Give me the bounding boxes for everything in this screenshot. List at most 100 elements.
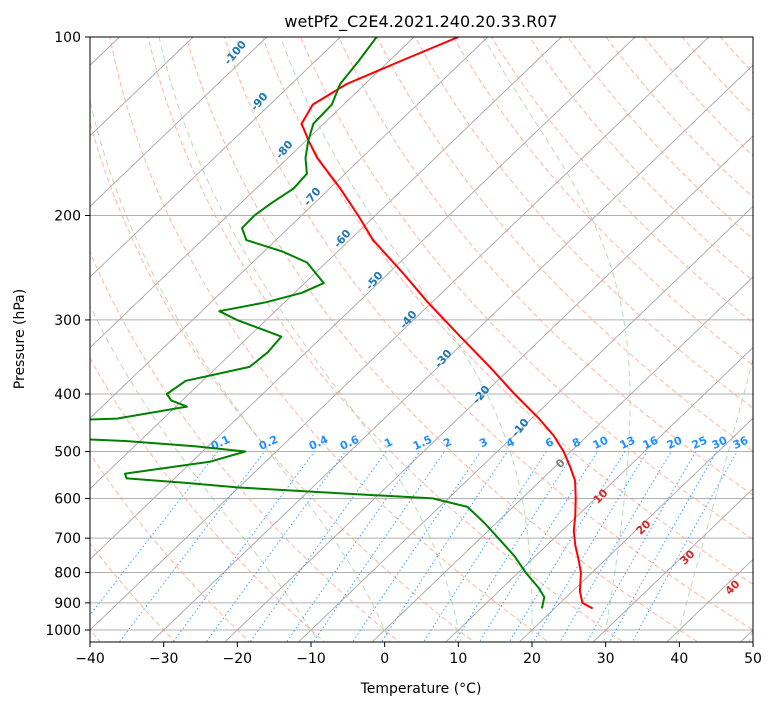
mixing-ratio-line	[608, 451, 717, 642]
y-tick-label: 100	[54, 30, 81, 46]
dewpoint-profile-line	[90, 37, 546, 609]
isotherm-gridline	[90, 37, 562, 490]
moist-adiabat-line	[748, 628, 753, 642]
dry-adiabat-line	[719, 37, 753, 74]
mixing-ratio-line	[90, 451, 219, 616]
isotherm-gridline	[518, 417, 753, 642]
moist-adiabat-label: 30	[678, 547, 698, 567]
dry-adiabat-label: -90	[248, 90, 271, 114]
moist-adiabat-line	[158, 37, 462, 642]
mixing-ratio-label: 0.6	[338, 433, 361, 453]
mixing-ratio-line	[285, 451, 421, 642]
moist-adiabat-line	[482, 37, 631, 642]
x-tick-label: 10	[449, 651, 467, 667]
dry-adiabat-line	[528, 37, 753, 282]
contour-labels: 0.1 0.2 0.4 0.6 1 1.5 2 3 4 6 8 10 13 16 20 25 30 36-100-…	[209, 38, 751, 598]
dry-adiabat-label: -30	[432, 347, 455, 371]
dry-adiabat-line	[338, 37, 753, 496]
moist-adiabat-label: 40	[723, 577, 743, 597]
mixing-ratio-label: 25	[690, 434, 709, 452]
y-axis: 1000 900 800 700 600 500 400 300 200 100	[45, 30, 90, 639]
mixing-ratio-label: 1.5	[411, 433, 434, 453]
mixing-ratio-label: 0.4	[307, 433, 330, 453]
mixing-ratio-line	[532, 451, 648, 642]
isotherm-gridline	[371, 276, 753, 642]
dry-adiabat-line	[261, 37, 753, 585]
y-tick-label: 500	[54, 444, 81, 460]
dry-adiabat-line	[223, 37, 753, 631]
isotherm-gridline	[666, 558, 753, 642]
plot-frame	[89, 36, 754, 643]
mixing-ratio-label: 30	[710, 434, 730, 452]
y-tick-label: 900	[54, 596, 81, 612]
mixing-ratio-label: 0.2	[257, 433, 280, 453]
dry-adiabat-label: -80	[273, 138, 296, 162]
y-tick-label: 300	[54, 313, 81, 329]
moist-adiabat-line	[90, 98, 391, 642]
mixing-ratio-label: 3	[477, 435, 489, 450]
dry-adiabat-label: -70	[301, 185, 324, 209]
mixing-ratio-label: 8	[570, 435, 582, 450]
dry-adiabat-label: -20	[470, 383, 493, 407]
mixing-ratio-label: 1	[382, 435, 394, 450]
mixing-ratio-line	[423, 451, 547, 642]
y-axis-label: Pressure (hPa)	[12, 289, 28, 389]
dry-adiabat-label: -10	[509, 416, 532, 440]
dry-adiabat-line	[300, 37, 753, 540]
dry-adiabat-line	[490, 37, 753, 324]
mixing-ratio-line	[249, 451, 387, 642]
mixing-ratio-line	[118, 451, 266, 642]
x-tick-label: 20	[523, 651, 541, 667]
x-tick-label: 30	[597, 651, 615, 667]
x-axis: −40 −30 −20 −10 0 10 20 30 40 50	[75, 642, 762, 667]
dry-adiabat-line	[376, 37, 753, 452]
y-tick-label: 400	[54, 387, 81, 403]
isotherm-gridline	[90, 37, 415, 349]
mixing-ratio-label: 20	[665, 434, 685, 452]
mixing-ratio-line	[631, 451, 738, 642]
moist-adiabat-line	[280, 37, 533, 642]
x-tick-label: −30	[149, 651, 179, 667]
dry-adiabat-line	[90, 452, 251, 642]
isotherm-gridline	[90, 37, 489, 419]
dry-adiabat-label: -40	[397, 308, 420, 332]
dry-adiabat-line	[414, 37, 753, 409]
dry-adiabat-line	[90, 357, 326, 642]
mixing-ratio-label: 10	[591, 434, 611, 452]
mixing-ratio-line	[380, 451, 508, 642]
temperature-profile-line	[300, 37, 594, 610]
dry-adiabat-line	[90, 250, 400, 642]
y-tick-label: 1000	[45, 623, 81, 639]
y-tick-label: 200	[54, 209, 81, 225]
isotherm-gridline	[90, 37, 710, 631]
mixing-ratio-line	[559, 451, 672, 642]
x-tick-label: 50	[744, 651, 762, 667]
y-tick-label: 700	[54, 531, 81, 547]
mixing-ratio-line	[205, 451, 346, 642]
mixing-ratio-label: 36	[731, 434, 751, 452]
chart-title: wetPf2_C2E4.2021.240.20.33.R07	[284, 12, 557, 32]
mixing-ratio-label: 13	[618, 434, 637, 452]
dry-adiabat-line	[147, 37, 624, 642]
mixing-ratio-line	[454, 451, 576, 642]
mixing-ratio-line	[478, 451, 598, 642]
x-tick-label: −20	[223, 651, 253, 667]
dry-adiabat-line	[747, 24, 775, 655]
mixing-ratio-label: 2	[441, 435, 453, 450]
x-tick-label: −10	[296, 651, 326, 667]
dry-adiabat-line	[90, 542, 176, 642]
isotherm-gridline	[90, 37, 268, 208]
moist-adiabat-label: 20	[634, 517, 654, 537]
y-tick-label: 800	[54, 566, 81, 582]
isotherm-gridline	[739, 629, 753, 642]
moist-adiabat-line	[675, 357, 753, 642]
isotherm-gridline	[150, 64, 753, 642]
dry-adiabat-label: -60	[331, 227, 354, 251]
data-lines	[90, 37, 594, 610]
isotherm-gridline	[224, 135, 753, 642]
background-lines	[90, 24, 775, 655]
moist-adiabat-label: 10	[591, 486, 611, 506]
x-axis-label: Temperature (°C)	[360, 681, 482, 697]
dry-adiabat-line	[452, 37, 753, 366]
